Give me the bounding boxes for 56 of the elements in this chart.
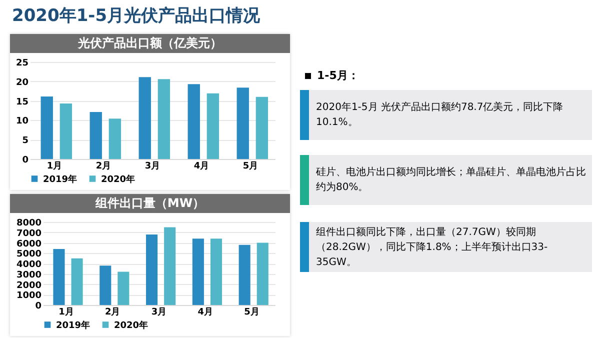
y-tick-label: 0 <box>35 302 42 312</box>
x-tick-label: 2月 <box>104 306 120 318</box>
x-tick-label: 1月 <box>46 160 62 172</box>
y-tick-label: 1000 <box>16 291 42 302</box>
legend-label: 2019年 <box>43 174 78 185</box>
bar <box>138 77 151 159</box>
y-tick-label: 15 <box>16 97 28 108</box>
bar <box>236 88 249 159</box>
y-tick-label: 8000 <box>16 218 42 228</box>
bar <box>192 238 204 305</box>
x-tick-label: 5月 <box>242 160 258 172</box>
text: 组件出口额同比下降，出口量（27.7GW）较同期（28.2GW），同比下降1.8%；上半年预计出口33-35GW。 <box>316 226 549 270</box>
y-tick-label: 4000 <box>16 260 42 270</box>
y-tick-label: 2000 <box>16 280 42 291</box>
y-tick-label: 25 <box>16 58 28 68</box>
bar <box>100 266 112 305</box>
y-tick-label: 0 <box>22 156 28 166</box>
y-tick-label: 7000 <box>16 228 42 239</box>
bar <box>60 104 72 159</box>
bar <box>90 112 102 159</box>
bar <box>164 227 176 305</box>
y-tick-label: 5 <box>22 136 28 146</box>
x-tick-label: 4月 <box>198 306 214 318</box>
bar <box>158 79 170 159</box>
bar <box>188 84 200 159</box>
x-tick-label: 5月 <box>244 306 260 318</box>
y-tick-label: 3000 <box>16 270 42 280</box>
bar <box>40 96 53 159</box>
y-tick-label: 5000 <box>16 250 42 260</box>
text: 硅片、电池片出口额均同比增长；单晶硅片、单晶电池片占比约为80%。 <box>316 166 586 195</box>
bar <box>256 242 268 305</box>
y-tick-label: 10 <box>16 116 28 127</box>
x-tick-label: 3月 <box>151 306 167 318</box>
bar <box>108 118 122 159</box>
chart-title: 组件出口量（MW） <box>10 194 290 213</box>
bar <box>118 272 130 305</box>
chart-title: 光伏产品出口额（亿美元） <box>10 34 290 53</box>
text: 2020年1-5月 光伏产品出口额约78.7亿美元，同比下降10.1%。 <box>316 100 564 130</box>
legend-label: 2020年 <box>101 174 136 185</box>
text: 2020年1-5月光伏产品出口情况 <box>12 5 260 27</box>
bar <box>71 258 83 305</box>
y-tick-label: 20 <box>16 78 28 88</box>
bar <box>53 248 65 305</box>
x-tick-label: 3月 <box>144 160 160 172</box>
bar <box>146 234 158 305</box>
x-tick-label: 4月 <box>194 160 210 172</box>
bar <box>238 244 250 305</box>
bar <box>256 96 268 159</box>
legend-label: 2019年 <box>56 320 90 331</box>
bar <box>210 238 222 305</box>
x-tick-label: 1月 <box>58 306 74 318</box>
x-tick-label: 2月 <box>96 160 112 172</box>
bar <box>206 93 220 159</box>
text: 1-5月： <box>317 69 359 82</box>
y-tick-label: 6000 <box>16 239 42 250</box>
legend-label: 2020年 <box>114 320 148 331</box>
